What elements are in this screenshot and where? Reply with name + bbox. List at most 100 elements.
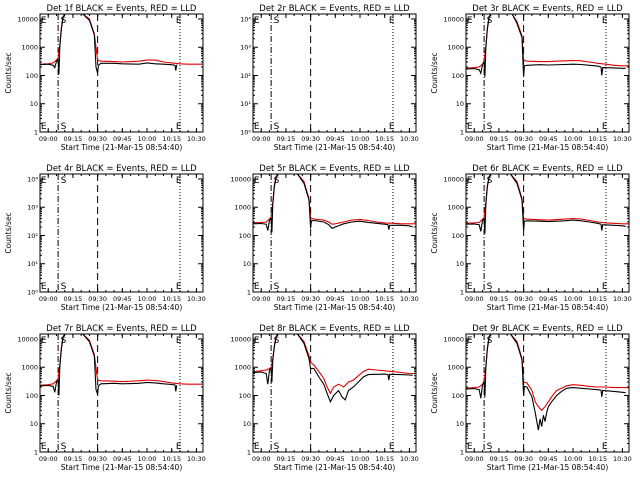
series-group xyxy=(253,174,416,233)
marker-e: E xyxy=(254,122,260,132)
x-tick-label: 10:30 xyxy=(400,455,419,463)
marker-e: E xyxy=(176,442,182,452)
series-group xyxy=(253,334,416,404)
x-tick-label: 10:30 xyxy=(613,135,632,143)
marker-e: E xyxy=(602,122,608,132)
y-tick-label: 10² xyxy=(27,232,38,240)
y-tick-label: 10000 xyxy=(230,175,251,183)
x-tick-label: 10:00 xyxy=(138,455,157,463)
y-tick-label: 10 xyxy=(456,420,464,428)
x-tick-label: 10:15 xyxy=(588,135,607,143)
y-tick-label: 1 xyxy=(34,449,38,457)
marker-e: E xyxy=(389,336,395,346)
marker-e: E xyxy=(389,16,395,26)
x-tick-label: 10:00 xyxy=(351,455,370,463)
x-tick-label: 09:00 xyxy=(465,295,484,303)
marker-e: E xyxy=(467,16,473,26)
x-tick-label: 10:00 xyxy=(351,135,370,143)
y-axis-label: Counts/sec xyxy=(4,52,13,93)
x-tick-label: 09:45 xyxy=(539,455,558,463)
x-tick-label: 09:15 xyxy=(490,295,509,303)
x-tick-label: 09:30 xyxy=(514,455,533,463)
x-tick-label: 09:45 xyxy=(539,135,558,143)
marker-e: E xyxy=(176,122,182,132)
y-tick-label: 10⁰ xyxy=(27,289,38,297)
x-tick-label: 10:00 xyxy=(564,295,583,303)
marker-e: E xyxy=(254,336,260,346)
marker-e: E xyxy=(602,16,608,26)
x-tick-label: 09:00 xyxy=(39,295,58,303)
y-axis-label: Counts/sec xyxy=(430,212,439,253)
x-tick-label: 09:00 xyxy=(252,295,271,303)
panel-title: Det 3r BLACK = Events, RED = LLD xyxy=(472,4,623,14)
x-tick-label: 09:30 xyxy=(514,135,533,143)
panel-5: Det 5r BLACK = Events, RED = LLD 1 10 100 10… xyxy=(230,164,418,312)
marker-s: S xyxy=(274,336,280,346)
y-tick-label: 1000 xyxy=(447,204,464,212)
panel-4: Det 4r BLACK = Events, RED = LLD 10⁰ 10¹ 10… xyxy=(4,164,206,312)
series-line-events xyxy=(466,14,626,77)
marker-s: S xyxy=(61,176,67,186)
x-tick-label: 09:15 xyxy=(490,135,509,143)
panel-title: Det 8r BLACK = Events, RED = LLD xyxy=(259,324,410,334)
panel-7: Det 7r BLACK = Events, RED = LLD 1 10 100 10… xyxy=(4,324,206,472)
panel-6: Det 6r BLACK = Events, RED = LLD 1 10 100 10… xyxy=(430,164,632,312)
marker-s: S xyxy=(61,122,67,132)
y-axis-label: Counts/sec xyxy=(4,212,13,253)
marker-e: E xyxy=(41,442,47,452)
x-tick-label: 09:30 xyxy=(301,135,320,143)
marker-e: E xyxy=(41,282,47,292)
x-tick-label: 10:00 xyxy=(138,295,157,303)
marker-s: S xyxy=(487,282,493,292)
y-tick-label: 1000 xyxy=(447,44,464,52)
y-tick-label: 100 xyxy=(452,232,464,240)
marker-e: E xyxy=(254,442,260,452)
y-tick-label: 1 xyxy=(247,449,251,457)
x-tick-label: 09:30 xyxy=(301,295,320,303)
y-tick-label: 10 xyxy=(30,100,38,108)
y-tick-label: 10⁴ xyxy=(27,175,38,183)
x-tick-label: 10:30 xyxy=(400,135,419,143)
y-tick-label: 10000 xyxy=(230,335,251,343)
marker-e: E xyxy=(602,282,608,292)
x-tick-label: 10:30 xyxy=(400,295,419,303)
marker-e: E xyxy=(389,282,395,292)
marker-e: E xyxy=(254,176,260,186)
panel-title: Det 1f BLACK = Events, RED = LLD xyxy=(47,4,197,14)
y-tick-label: 1000 xyxy=(447,364,464,372)
x-tick-label: 09:45 xyxy=(326,295,345,303)
panel-title: Det 2r BLACK = Events, RED = LLD xyxy=(259,4,410,14)
x-tick-label: 09:30 xyxy=(514,295,533,303)
series-group xyxy=(466,14,629,77)
x-tick-label: 10:15 xyxy=(588,455,607,463)
marker-e: E xyxy=(467,336,473,346)
x-tick-label: 09:30 xyxy=(88,135,107,143)
x-axis-label: Start Time (21-Mar-15 08:54:40) xyxy=(61,303,183,312)
x-tick-label: 10:15 xyxy=(588,295,607,303)
x-tick-label: 09:45 xyxy=(113,295,132,303)
y-tick-label: 100 xyxy=(239,232,251,240)
y-tick-label: 10² xyxy=(240,72,251,80)
y-tick-label: 10³ xyxy=(240,44,251,52)
plot-frame xyxy=(465,13,630,133)
series-line-events xyxy=(253,334,413,404)
y-tick-label: 100 xyxy=(452,72,464,80)
y-tick-label: 1 xyxy=(460,449,464,457)
plot-frame xyxy=(39,173,204,293)
plot-frame xyxy=(465,173,630,293)
marker-s: S xyxy=(274,122,280,132)
x-tick-label: 09:30 xyxy=(88,295,107,303)
marker-e: E xyxy=(41,16,47,26)
x-tick-label: 09:00 xyxy=(39,135,58,143)
plot-frame xyxy=(39,13,204,133)
x-tick-label: 09:45 xyxy=(326,455,345,463)
x-axis-label: Start Time (21-Mar-15 08:54:40) xyxy=(61,143,183,152)
x-tick-label: 10:15 xyxy=(162,455,181,463)
y-tick-label: 1 xyxy=(460,289,464,297)
y-tick-label: 10⁰ xyxy=(240,129,251,137)
marker-s: S xyxy=(487,336,493,346)
x-axis-label: Start Time (21-Mar-15 08:54:40) xyxy=(487,303,609,312)
x-axis-label: Start Time (21-Mar-15 08:54:40) xyxy=(274,143,396,152)
y-tick-label: 1 xyxy=(460,129,464,137)
